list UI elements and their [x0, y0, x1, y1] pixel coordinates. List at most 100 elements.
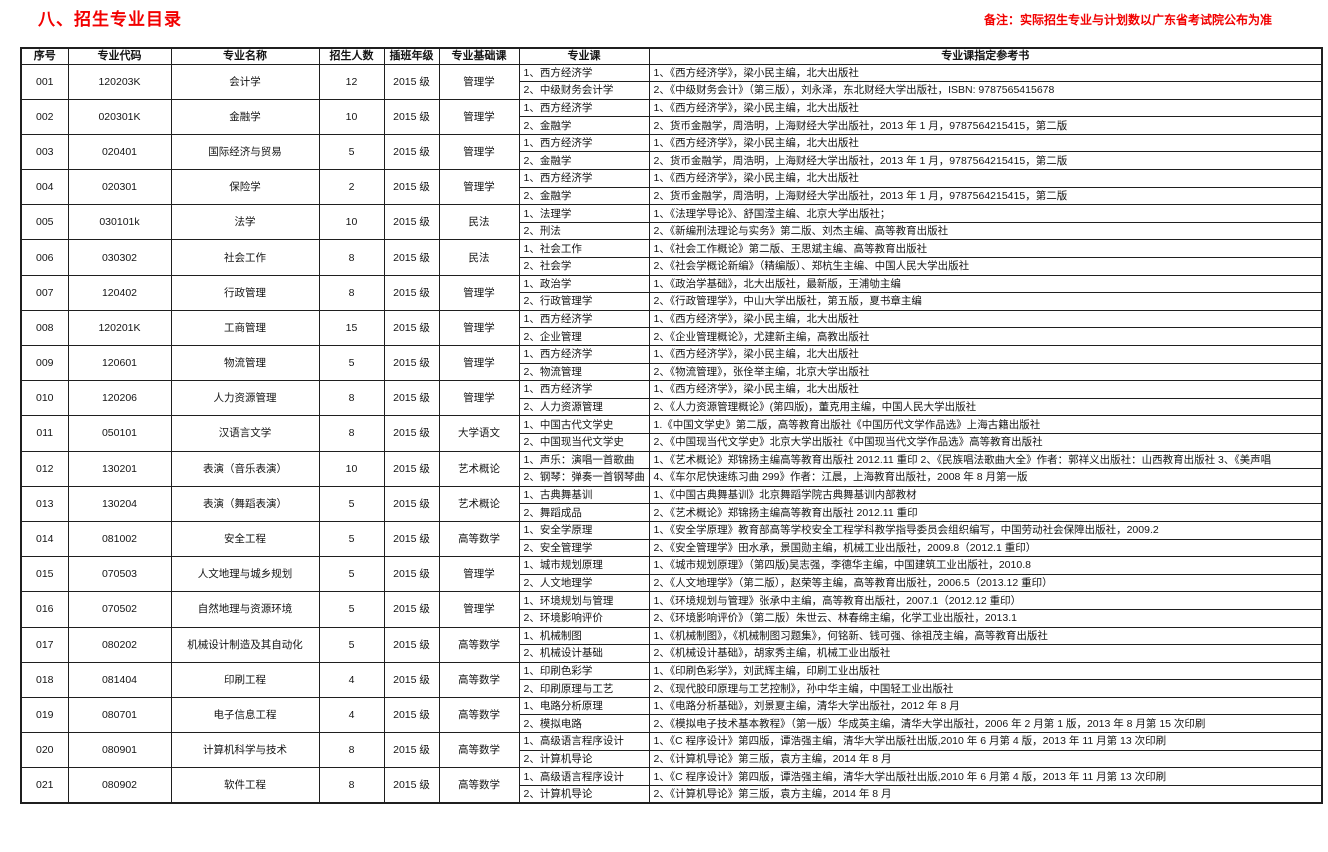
major-row: 008 120201K 工商管理 15 2015 级 管理学 1、西方经济学 1…	[20, 309, 1323, 347]
cell-enroll-count: 4	[318, 661, 385, 698]
cell-no: 013	[20, 485, 69, 522]
cell-enroll-count: 10	[318, 98, 385, 135]
cell-no: 011	[20, 415, 69, 452]
major-row: 012 130201 表演（音乐表演） 10 2015 级 艺术概论 1、声乐：…	[20, 450, 1323, 487]
cell-reference-book-2: 2、《行政管理学》，中山大学出版社，第五版，夏书章主编	[648, 292, 1323, 311]
cell-reference-book-1: 1、《西方经济学》，梁小民主编，北大出版社	[648, 98, 1323, 118]
cell-no: 017	[20, 626, 69, 663]
cell-major-course-1: 1、高级语言程序设计	[518, 767, 650, 786]
cell-major-code: 020401	[67, 133, 172, 171]
cell-reference-book-2: 2、《模拟电子技术基本教程》（第一版）华成英主编，清华大学出版社，2006 年 …	[648, 714, 1323, 734]
cell-reference-book-1: 1、《印刷色彩学》，刘武辉主编，印刷工业出版社	[648, 661, 1323, 681]
cell-no: 018	[20, 661, 69, 698]
cell-basic-course: 大学语文	[438, 415, 520, 452]
cell-grade: 2015 级	[383, 344, 440, 382]
cell-enroll-count: 10	[318, 450, 385, 487]
cell-enroll-count: 12	[318, 63, 385, 100]
cell-major-code: 070503	[67, 556, 172, 593]
cell-reference-book-1: 1、《法理学导论》、舒国滢主编、北京大学出版社；	[648, 204, 1323, 223]
major-row: 021 080902 软件工程 8 2015 级 高等数学 1、高级语言程序设计…	[20, 767, 1323, 804]
cell-major-course-2: 2、计算机导论	[518, 749, 650, 769]
cell-enroll-count: 15	[318, 309, 385, 347]
cell-enroll-count: 5	[318, 591, 385, 628]
cell-major-course-2: 2、计算机导论	[518, 784, 650, 804]
major-row: 013 130204 表演（舞蹈表演） 5 2015 级 艺术概论 1、古典舞基…	[20, 485, 1323, 522]
major-row-sub: 2、钢琴：弹奏一首钢琴曲 4、《车尔尼快速练习曲 299》作者：江晨，上海教育出…	[21, 468, 1323, 487]
major-row: 018 081404 印刷工程 4 2015 级 高等数学 1、印刷色彩学 1、…	[20, 661, 1323, 698]
header-basic-course: 专业基础课	[438, 47, 520, 65]
cell-grade: 2015 级	[383, 767, 440, 804]
cell-basic-course: 管理学	[438, 63, 520, 100]
major-row: 014 081002 安全工程 5 2015 级 高等数学 1、安全学原理 1、…	[20, 520, 1323, 558]
cell-basic-course: 民法	[438, 204, 520, 241]
major-row: 010 120206 人力资源管理 8 2015 级 管理学 1、西方经济学 1…	[20, 380, 1323, 417]
cell-no: 019	[20, 696, 69, 734]
cell-reference-book-2: 2、《社会学概论新编》（精编版）、郑杭生主编、中国人民大学出版社	[648, 257, 1323, 276]
cell-major-course-2: 2、社会学	[518, 257, 650, 276]
cell-basic-course: 民法	[438, 239, 520, 276]
cell-major-course-2: 2、企业管理	[518, 327, 650, 346]
cell-enroll-count: 5	[318, 556, 385, 593]
major-row: 011 050101 汉语言文学 8 2015 级 大学语文 1、中国古代文学史…	[20, 415, 1323, 452]
cell-major-name: 工商管理	[170, 309, 320, 347]
cell-reference-book-1: 1、《安全学原理》教育部高等学校安全工程学科教学指导委员会组织编写，中国劳动社会…	[648, 520, 1323, 540]
major-row: 001 120203K 会计学 12 2015 级 管理学 1、西方经济学 1、…	[20, 63, 1323, 100]
cell-no: 007	[20, 274, 69, 311]
cell-enroll-count: 2	[318, 169, 385, 206]
cell-reference-book-2: 2、《新编刑法理论与实务》第二版、刘杰主编、高等教育出版社	[648, 221, 1323, 241]
major-row: 016 070502 自然地理与资源环境 5 2015 级 管理学 1、环境规划…	[20, 591, 1323, 628]
cell-grade: 2015 级	[383, 133, 440, 171]
cell-major-name: 机械设计制造及其自动化	[170, 626, 320, 663]
cell-major-course-1: 1、中国古代文学史	[518, 415, 650, 434]
cell-major-course-1: 1、电路分析原理	[518, 696, 650, 716]
cell-major-name: 自然地理与资源环境	[170, 591, 320, 628]
cell-basic-course: 管理学	[438, 98, 520, 135]
cell-reference-book-2: 2、《计算机导论》第三版，袁方主编，2014 年 8 月	[648, 784, 1323, 804]
cell-reference-book-1: 1、《西方经济学》，梁小民主编，北大出版社	[648, 169, 1323, 188]
major-row: 003 020401 国际经济与贸易 5 2015 级 管理学 1、西方经济学 …	[20, 133, 1323, 171]
cell-major-code: 080701	[67, 696, 172, 734]
cell-enroll-count: 8	[318, 415, 385, 452]
cell-major-code: 120601	[67, 344, 172, 382]
cell-major-course-2: 2、人文地理学	[518, 573, 650, 593]
cell-major-name: 软件工程	[170, 767, 320, 804]
cell-major-name: 汉语言文学	[170, 415, 320, 452]
cell-major-name: 人力资源管理	[170, 380, 320, 417]
cell-major-course-1: 1、社会工作	[518, 239, 650, 259]
cell-basic-course: 管理学	[438, 380, 520, 417]
cell-major-course-2: 2、中国现当代文学史	[518, 432, 650, 452]
cell-grade: 2015 级	[383, 696, 440, 734]
cell-major-code: 120206	[67, 380, 172, 417]
cell-major-course-2: 2、金融学	[518, 116, 650, 135]
cell-major-course-2: 2、钢琴：弹奏一首钢琴曲	[518, 468, 650, 487]
cell-no: 015	[20, 556, 69, 593]
cell-major-course-1: 1、西方经济学	[518, 309, 650, 329]
cell-major-code: 120201K	[67, 309, 172, 347]
cell-major-name: 会计学	[170, 63, 320, 100]
cell-basic-course: 管理学	[438, 274, 520, 311]
cell-reference-book-2: 2、《物流管理》，张佺举主编，北京大学出版社	[648, 362, 1323, 382]
cell-enroll-count: 5	[318, 133, 385, 171]
cell-basic-course: 管理学	[438, 591, 520, 628]
cell-major-course-1: 1、法理学	[518, 204, 650, 223]
cell-grade: 2015 级	[383, 732, 440, 769]
cell-major-course-1: 1、印刷色彩学	[518, 661, 650, 681]
major-row-sub: 2、模拟电路 2、《模拟电子技术基本教程》（第一版）华成英主编，清华大学出版社，…	[21, 714, 1323, 734]
cell-no: 016	[20, 591, 69, 628]
cell-enroll-count: 5	[318, 485, 385, 522]
cell-reference-book-1: 1、《中国古典舞基训》北京舞蹈学院古典舞基训内部教材	[648, 485, 1323, 505]
cell-basic-course: 高等数学	[438, 767, 520, 804]
cell-major-course-1: 1、西方经济学	[518, 169, 650, 188]
cell-major-name: 国际经济与贸易	[170, 133, 320, 171]
cell-enroll-count: 5	[318, 520, 385, 558]
cell-major-name: 印刷工程	[170, 661, 320, 698]
cell-reference-book-1: 1、《城市规划原理》（第四版)吴志强，李德华主编，中国建筑工业出版社，2010.…	[648, 556, 1323, 575]
cell-major-course-1: 1、西方经济学	[518, 133, 650, 153]
cell-enroll-count: 8	[318, 767, 385, 804]
cell-no: 020	[20, 732, 69, 769]
major-row-sub: 2、刑法 2、《新编刑法理论与实务》第二版、刘杰主编、高等教育出版社	[21, 221, 1323, 241]
cell-major-name: 法学	[170, 204, 320, 241]
cell-major-name: 表演（舞蹈表演）	[170, 485, 320, 522]
cell-enroll-count: 10	[318, 204, 385, 241]
cell-reference-book-2: 2、《中级财务会计》（第三版），刘永泽，东北财经大学出版社，ISBN: 9787…	[648, 81, 1323, 100]
